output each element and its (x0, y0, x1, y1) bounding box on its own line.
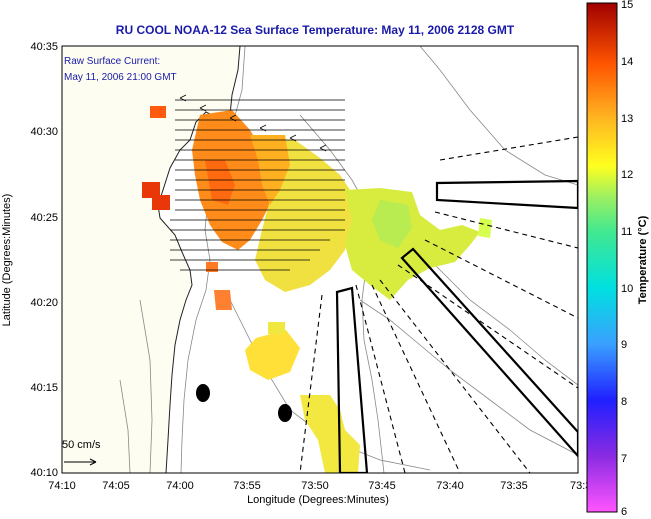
scale-label: 50 cm/s (62, 439, 101, 451)
colorbar-tick: 11 (621, 226, 632, 238)
colorbar-tick: 7 (621, 453, 627, 465)
x-tick-label: 73:45 (368, 480, 396, 492)
y-tick-label: 40:30 (30, 126, 58, 138)
plot-frame (61, 45, 579, 474)
radar-range-lines (299, 136, 578, 473)
colorbar-tick: 8 (621, 396, 627, 408)
sst-field (142, 106, 492, 473)
colorbar-tick: 9 (621, 339, 627, 351)
current-note-line2: May 11, 2006 21:00 GMT (64, 72, 177, 83)
x-tick-label: 74:05 (102, 480, 130, 492)
x-tick-label: 73:35 (500, 480, 528, 492)
radar-bins (335, 179, 578, 473)
site-marker-2 (278, 404, 292, 422)
current-vectors (170, 94, 345, 271)
y-tick-label: 40:20 (30, 297, 58, 309)
y-tick-label: 40:15 (30, 382, 58, 394)
x-tick-label: 73:50 (301, 480, 329, 492)
x-tick-label: 73:55 (233, 480, 261, 492)
y-tick-label: 40:35 (30, 41, 58, 53)
x-tick-label: 73:3 (570, 480, 591, 492)
colorbar: 15 14 13 12 11 10 9 8 7 6 Temperature (°… (586, 0, 649, 518)
colorbar-tick: 13 (621, 113, 633, 125)
map-title: RU COOL NOAA-12 Sea Surface Temperature:… (116, 23, 515, 37)
x-tick-label: 73:40 (436, 480, 464, 492)
y-axis: 40:35 40:30 40:25 40:20 40:15 40:10 Lati… (1, 41, 58, 479)
map-plot-area: Raw Surface Current: May 11, 2006 21:00 … (62, 46, 578, 473)
y-tick-label: 40:10 (30, 467, 58, 479)
x-axis-label: Longitude (Degrees:Minutes) (247, 494, 389, 506)
colorbar-gradient (586, 2, 618, 513)
current-note-line1: Raw Surface Current: (64, 56, 160, 67)
colorbar-label: Temperature (°C) (637, 215, 649, 304)
colorbar-tick: 10 (621, 283, 633, 295)
colorbar-tick: 6 (621, 506, 627, 518)
colorbar-tick: 15 (621, 0, 633, 11)
x-axis: 74:10 74:05 74:00 73:55 73:50 73:45 73:4… (48, 480, 591, 506)
site-marker-1 (196, 384, 210, 402)
y-tick-label: 40:25 (30, 212, 58, 224)
colorbar-tick: 12 (621, 169, 633, 181)
x-tick-label: 74:10 (48, 480, 76, 492)
x-tick-label: 74:00 (166, 480, 194, 492)
y-axis-label: Latitude (Degrees:Minutes) (1, 194, 13, 327)
scale-arrow (64, 458, 97, 466)
colorbar-tick: 14 (621, 56, 633, 68)
